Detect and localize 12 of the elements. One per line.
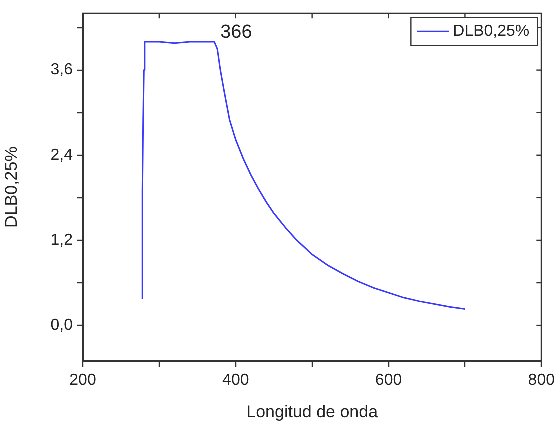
y-tick-label: 1,2 (50, 232, 74, 249)
x-tick-label: 400 (222, 372, 250, 390)
annotation: 366 (220, 22, 252, 43)
x-axis-title: Longitud de onda (246, 402, 379, 422)
y-tick-label: 2,4 (50, 146, 74, 164)
x-tick-label: 600 (375, 372, 402, 390)
x-tick-label: 800 (528, 372, 556, 390)
y-tick-label: 3,6 (50, 62, 74, 79)
x-tick-label: 200 (70, 372, 96, 390)
y-tick-label: 0,0 (50, 316, 74, 334)
y-axis-title: DLB0,25% (2, 146, 21, 228)
legend-label: DLB0,25% (453, 23, 530, 40)
